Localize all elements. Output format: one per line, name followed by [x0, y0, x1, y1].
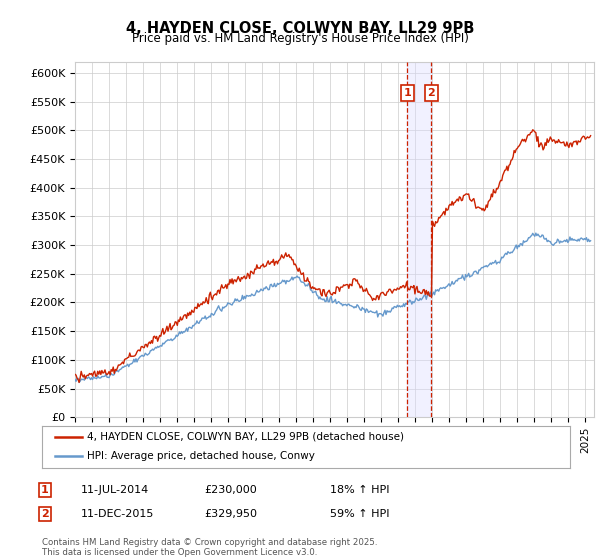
Text: Contains HM Land Registry data © Crown copyright and database right 2025.
This d: Contains HM Land Registry data © Crown c… — [42, 538, 377, 557]
Text: HPI: Average price, detached house, Conwy: HPI: Average price, detached house, Conw… — [87, 451, 315, 461]
Text: 1: 1 — [41, 485, 49, 495]
Text: 59% ↑ HPI: 59% ↑ HPI — [330, 509, 389, 519]
Text: 4, HAYDEN CLOSE, COLWYN BAY, LL29 9PB (detached house): 4, HAYDEN CLOSE, COLWYN BAY, LL29 9PB (d… — [87, 432, 404, 442]
Text: 1: 1 — [403, 88, 411, 98]
Text: 18% ↑ HPI: 18% ↑ HPI — [330, 485, 389, 495]
Text: 2: 2 — [428, 88, 436, 98]
Text: 11-JUL-2014: 11-JUL-2014 — [81, 485, 149, 495]
Bar — [407, 62, 431, 417]
Text: 11-DEC-2015: 11-DEC-2015 — [81, 509, 154, 519]
Text: £329,950: £329,950 — [204, 509, 257, 519]
Text: 2: 2 — [41, 509, 49, 519]
Text: 4, HAYDEN CLOSE, COLWYN BAY, LL29 9PB: 4, HAYDEN CLOSE, COLWYN BAY, LL29 9PB — [126, 21, 474, 36]
Text: £230,000: £230,000 — [204, 485, 257, 495]
Text: Price paid vs. HM Land Registry's House Price Index (HPI): Price paid vs. HM Land Registry's House … — [131, 32, 469, 45]
